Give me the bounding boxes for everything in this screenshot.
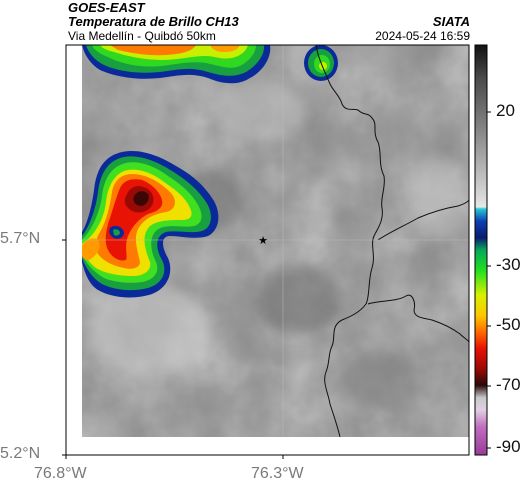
- timestamp-label: 2024-05-24 16:59: [375, 29, 470, 43]
- lat-label: 5.7°N: [0, 230, 41, 247]
- colorbar-label: -70: [496, 375, 521, 394]
- colorbar-label: -30: [496, 255, 521, 274]
- lon-label: 76.8°W: [34, 465, 87, 482]
- region-subtitle: Via Medellín - Quibdó 50km: [68, 29, 216, 43]
- cold-cloud-top-strip: [82, 45, 271, 84]
- plot-frame: [65, 44, 470, 456]
- lat-label: 5.2°N: [0, 445, 41, 462]
- colorbar-label: -90: [496, 437, 521, 456]
- boundary-line: [315, 45, 385, 437]
- lon-label: 76.3°W: [251, 465, 304, 482]
- satellite-title: GOES-EAST: [68, 0, 145, 15]
- colorbar-label: 20: [496, 101, 515, 120]
- colorbar-label: -50: [496, 315, 521, 334]
- boundary-line-east-lower: [367, 294, 469, 343]
- product-title: Temperatura de Brillo CH13: [68, 14, 239, 29]
- location-star-icon: ★: [258, 234, 268, 247]
- boundary-line-east-upper: [377, 199, 469, 241]
- source-label: SIATA: [432, 14, 470, 29]
- colorbar: [474, 44, 488, 456]
- cold-cloud-main-cell: [82, 150, 219, 298]
